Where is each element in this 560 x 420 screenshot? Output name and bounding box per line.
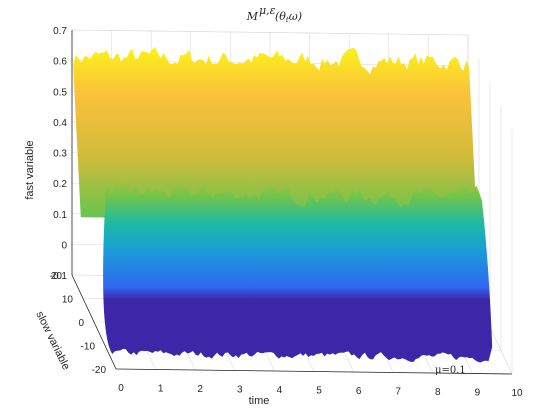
- surface-front-ridge: [103, 180, 493, 363]
- svg-text:(θtω): (θtω): [275, 10, 302, 24]
- y-tick-label: 20: [51, 271, 63, 282]
- z-axis-label: fast variable: [24, 140, 36, 199]
- x-tick-label: 3: [237, 385, 243, 396]
- z-tick-label: 0.2: [53, 179, 67, 190]
- x-tick-label: 0: [118, 383, 124, 394]
- title-main: M: [246, 10, 259, 23]
- title-arg: (θ: [275, 10, 286, 23]
- surface: [73, 46, 493, 363]
- x-tick-label: 8: [435, 387, 441, 398]
- x-tick-label: 10: [511, 388, 523, 399]
- chart-title: M μ,ε (θtω): [246, 4, 302, 24]
- x-tick-label: 1: [158, 384, 164, 395]
- y-tick-label: -20: [92, 365, 107, 376]
- z-tick-label: 0.4: [53, 118, 67, 129]
- z-tick-label: 0: [61, 240, 67, 251]
- y-tick-label: 10: [62, 295, 74, 306]
- y-tick-label: -10: [81, 342, 96, 353]
- title-sub: t: [286, 16, 289, 24]
- x-tick-label: 6: [356, 386, 362, 397]
- z-tick-labels: 0.7 0.6 0.5 0.4 0.3 0.2 0.1 0 -0.1: [50, 26, 68, 282]
- title-tail: ω): [289, 10, 302, 23]
- z-tick-label: -0.1: [50, 271, 68, 282]
- x-tick-label: 4: [277, 385, 283, 396]
- y-tick-labels: 20 10 0 -10 -20: [51, 271, 107, 376]
- x-tick-labels: 0 1 2 3 4 5 6 7 8 9 10: [118, 383, 523, 399]
- x-tick-label: 2: [197, 384, 203, 395]
- svg-text:M: M: [246, 10, 259, 23]
- axes-box: [71, 30, 513, 375]
- annotation-mu: μ=0.1: [435, 365, 466, 376]
- y-axis-label: slow variable: [33, 309, 72, 371]
- surface-back-ridge: [73, 46, 477, 223]
- title-sup: μ,ε: [259, 4, 276, 17]
- y-tick-label: 0: [78, 318, 84, 329]
- z-tick-label: 0.7: [53, 26, 67, 37]
- z-tick-label: 0.5: [53, 87, 67, 98]
- x-axis-label: time: [249, 395, 270, 407]
- x-tick-label: 9: [475, 388, 481, 399]
- z-tick-label: 0.6: [53, 57, 67, 68]
- x-tick-label: 5: [316, 386, 322, 397]
- z-tick-label: 0.3: [53, 149, 67, 160]
- x-tick-label: 7: [395, 387, 401, 398]
- z-tick-label: 0.1: [53, 210, 67, 221]
